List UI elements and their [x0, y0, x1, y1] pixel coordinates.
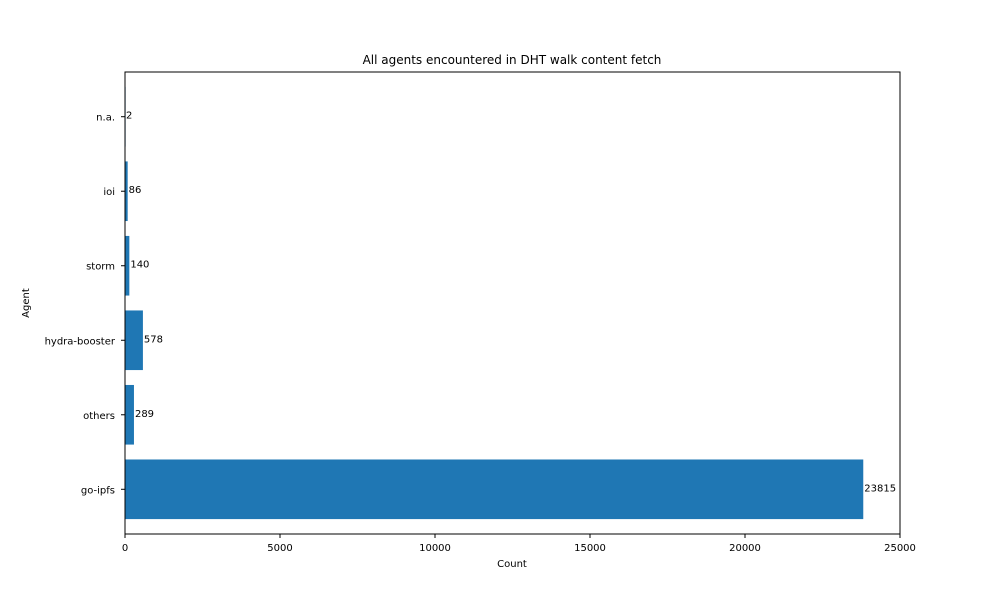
data-label: 578	[144, 334, 163, 345]
bar	[125, 459, 864, 520]
data-label: 289	[135, 409, 154, 420]
x-axis-title: Count	[497, 559, 527, 570]
bar	[125, 384, 134, 445]
bar	[125, 161, 128, 222]
data-label: 86	[129, 185, 142, 196]
bar	[125, 235, 130, 296]
y-tick-label: go-ipfs	[81, 485, 115, 496]
bar	[125, 310, 143, 371]
data-labels-layer: 23815 289 578 140 86 2	[126, 111, 896, 495]
x-axis: 0 5000 10000 15000 20000 25000	[122, 534, 916, 554]
data-label: 23815	[864, 483, 896, 494]
y-axis-title: Agent	[21, 288, 32, 318]
y-tick-label: ioi	[103, 187, 115, 198]
x-tick-label: 15000	[574, 543, 606, 554]
x-tick-label: 20000	[729, 543, 761, 554]
y-tick-label: storm	[86, 262, 115, 273]
y-tick-label: hydra-booster	[45, 336, 116, 347]
chart-title: All agents encountered in DHT walk conte…	[363, 53, 662, 67]
plot-frame	[124, 71, 901, 535]
x-tick-label: 10000	[419, 543, 451, 554]
data-label: 140	[130, 260, 149, 271]
data-label: 2	[126, 111, 132, 122]
x-tick-label: 5000	[267, 543, 292, 554]
y-axis: go-ipfs others hydra-booster storm ioi n.a.	[45, 113, 125, 496]
x-tick-label: 0	[122, 543, 128, 554]
y-tick-label: n.a.	[96, 113, 115, 124]
y-tick-label: others	[83, 411, 115, 422]
x-tick-label: 25000	[884, 543, 916, 554]
bars-layer	[125, 86, 864, 520]
